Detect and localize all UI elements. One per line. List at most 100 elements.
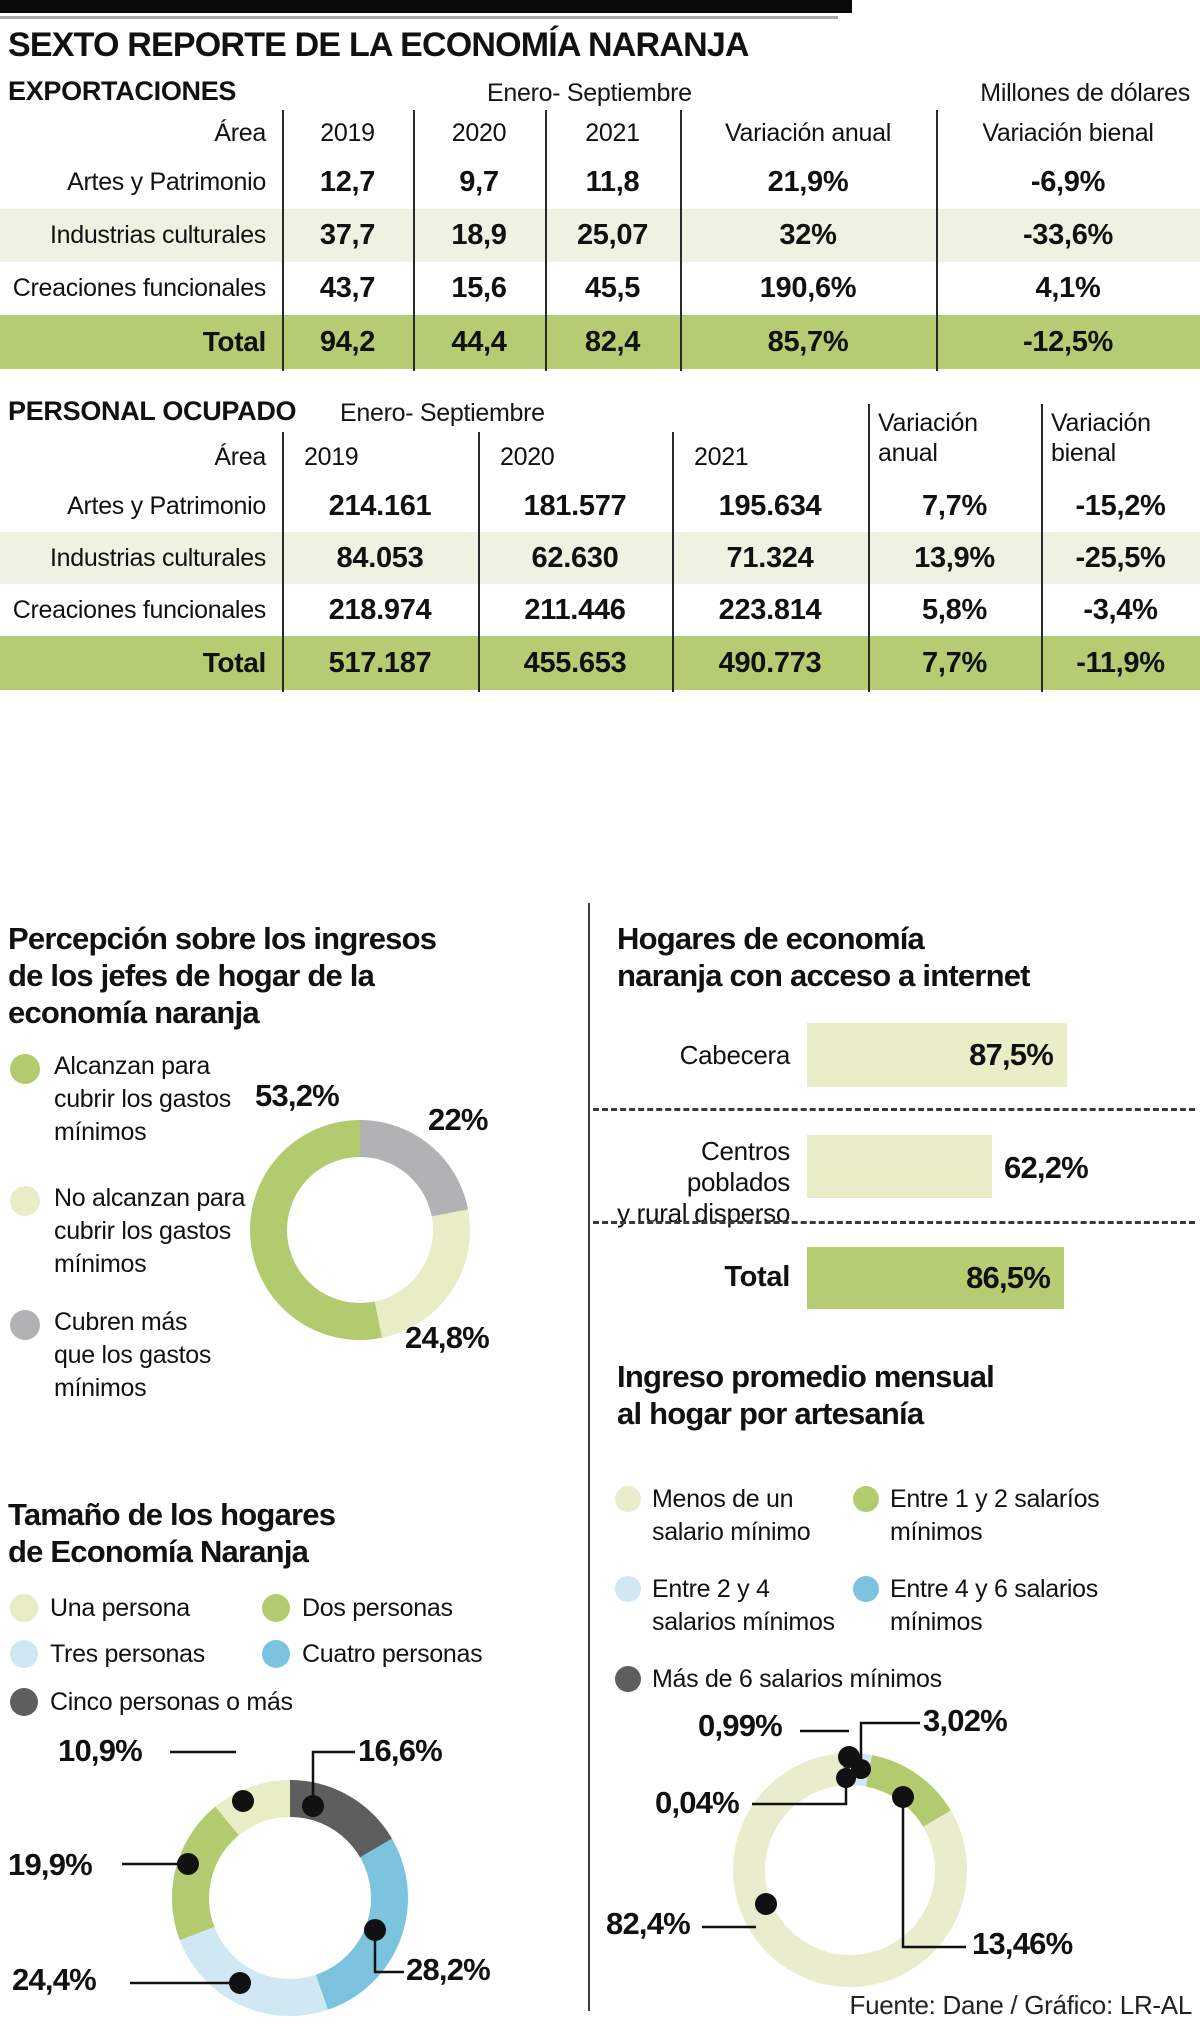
legend-label: Entre 2 y 4 salarios mínimos xyxy=(652,1575,835,1636)
donut-value-label: 22% xyxy=(428,1102,488,1137)
legend-label: Cuatro personas xyxy=(302,1640,483,1668)
legend-item: Entre 1 y 2 salaríos mínimos xyxy=(853,1483,1100,1549)
table-cell-total: 85,7% xyxy=(680,315,936,369)
table-cell: 223.814 xyxy=(718,593,822,626)
source-credit: Fuente: Dane / Gráfico: LR-AL xyxy=(849,1990,1193,2020)
table-cell: 218.974 xyxy=(328,593,432,626)
col-header-spacer xyxy=(868,430,1041,480)
legend-label: Entre 1 y 2 salaríos mínimos xyxy=(890,1485,1100,1546)
exportaciones-unit: Millones de dólares xyxy=(980,79,1190,107)
table-cell: Artes y Patrimonio xyxy=(67,491,266,520)
table-cell: Artes y Patrimonio xyxy=(67,168,266,196)
table-cell: Industrias culturales xyxy=(0,532,282,584)
donut-value-label: 0,99% xyxy=(698,1708,783,1743)
legend-label: Una persona xyxy=(50,1594,190,1622)
table-divider xyxy=(672,432,674,692)
percepcion-title: Percepción sobre los ingresos de los jef… xyxy=(8,921,437,1030)
table-cell: 195.634 xyxy=(718,489,822,522)
legend-swatch xyxy=(10,1310,40,1340)
table-cell: 214.161 xyxy=(328,489,432,522)
col-header-spacer xyxy=(1041,430,1200,480)
exportaciones-heading: EXPORTACIONES xyxy=(8,76,237,106)
table-cell: 21,9% xyxy=(767,166,849,198)
col-header-2020: 2020 xyxy=(451,119,507,147)
table-cell: -15,2% xyxy=(1075,489,1166,522)
donut-value-label: 28,2% xyxy=(406,1952,491,1987)
col-header-var-bienal: Variación bienal xyxy=(1051,409,1151,467)
legend-item: Más de 6 salarios mínimos xyxy=(615,1663,942,1696)
legend-label: Entre 4 y 6 salarios mínimos xyxy=(890,1575,1098,1636)
legend-swatch xyxy=(853,1486,879,1512)
table-cell: 4,1% xyxy=(1035,272,1101,304)
legend-item: Entre 2 y 4 salarios mínimos xyxy=(615,1573,835,1639)
bar-category-label: Centros poblados y rural disperso xyxy=(617,1136,790,1228)
table-cell: 211.446 xyxy=(524,593,626,626)
legend-item: Menos de un salario mínimo xyxy=(615,1483,811,1549)
legend-item: Una persona xyxy=(10,1592,190,1625)
table-cell: -6,9% xyxy=(1030,166,1106,198)
table-cell-total: 455.653 xyxy=(478,636,672,690)
legend-swatch xyxy=(853,1576,879,1602)
legend-label: Tres personas xyxy=(50,1640,205,1668)
table-cell: 71.324 xyxy=(672,532,868,584)
tamano-title: Tamaño de los hogares de Economía Naranj… xyxy=(8,1497,336,1569)
table-cell-total: -12,5% xyxy=(936,315,1200,369)
bar-total: 86,5% xyxy=(807,1247,1064,1309)
col-header-2019: 2019 xyxy=(304,443,359,471)
legend-item: Tres personas xyxy=(10,1638,205,1671)
column-divider xyxy=(588,903,590,2011)
table-cell: 32% xyxy=(680,209,936,262)
table-cell: 37,7 xyxy=(282,209,413,262)
legend-item: No alcanzan para cubrir los gastos mínim… xyxy=(10,1182,245,1281)
table-cell: 11,8 xyxy=(585,166,640,198)
legend-label: Cinco personas o más xyxy=(50,1688,293,1716)
col-header-var-anual: Variación anual xyxy=(878,409,978,467)
legend-swatch xyxy=(262,1594,290,1622)
table-cell: -25,5% xyxy=(1041,532,1200,584)
legend-swatch xyxy=(10,1688,38,1716)
legend-swatch xyxy=(262,1640,290,1668)
internet-title: Hogares de economía naranja con acceso a… xyxy=(617,921,1031,993)
bar-value-label: 86,5% xyxy=(966,1260,1051,1295)
table-cell: 7,7% xyxy=(922,489,987,522)
ingreso-title: Ingreso promedio mensual al hogar por ar… xyxy=(617,1359,995,1431)
table-cell: 15,6 xyxy=(451,272,507,304)
table-divider xyxy=(282,110,284,371)
legend-swatch xyxy=(10,1594,38,1622)
bar-category-label: Cabecera xyxy=(679,1040,791,1070)
table-divider xyxy=(936,110,938,371)
col-header-2020: 2020 xyxy=(500,443,555,471)
personal-period: Enero- Septiembre xyxy=(340,399,545,427)
legend-item: Dos personas xyxy=(262,1592,453,1625)
table-cell-total: Total xyxy=(0,315,282,369)
table-divider xyxy=(478,432,480,692)
dashed-separator xyxy=(593,1221,1195,1224)
table-divider xyxy=(1041,404,1043,692)
legend-label: Cubren más que los gastos mínimos xyxy=(54,1308,212,1402)
table-cell: 25,07 xyxy=(545,209,680,262)
dashed-separator xyxy=(593,1108,1195,1111)
table-cell: 5,8% xyxy=(922,593,987,626)
legend-swatch xyxy=(615,1666,641,1692)
legend-label: Dos personas xyxy=(302,1594,453,1622)
table-cell-total: 94,2 xyxy=(282,315,413,369)
legend-item: Entre 4 y 6 salarios mínimos xyxy=(853,1573,1098,1639)
col-header-2019: 2019 xyxy=(320,119,375,147)
table-cell: 12,7 xyxy=(319,166,376,198)
donut-value-label: 10,9% xyxy=(58,1733,143,1768)
personal-heading: PERSONAL OCUPADO xyxy=(8,396,297,426)
table-cell: -3,4% xyxy=(1083,593,1158,626)
table-divider xyxy=(680,110,682,371)
bar-value-label: 62,2% xyxy=(1004,1150,1089,1185)
table-cell: 84.053 xyxy=(282,532,478,584)
donut-value-label: 13,46% xyxy=(972,1926,1073,1961)
legend-swatch xyxy=(615,1576,641,1602)
percepcion-donut-chart xyxy=(250,1120,470,1340)
donut-value-label: 24,8% xyxy=(405,1320,490,1355)
table-cell: 181.577 xyxy=(523,489,627,522)
table-cell-total: Total xyxy=(0,636,282,690)
col-header-2021: 2021 xyxy=(585,119,640,147)
donut-value-label: 0,04% xyxy=(655,1785,740,1820)
legend-label: Más de 6 salarios mínimos xyxy=(652,1665,942,1693)
